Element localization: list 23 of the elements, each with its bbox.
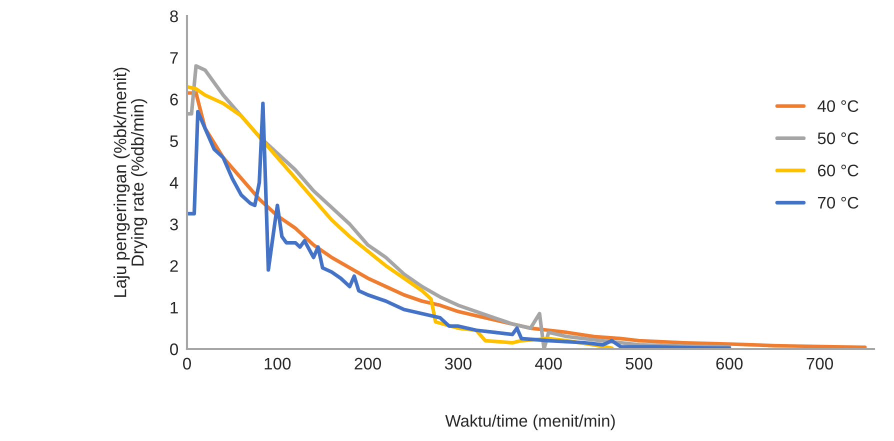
y-tick-label: 7 xyxy=(170,52,178,64)
y-axis-title: Laju pengeringan (%bk/menit) Drying rate (%db/min) xyxy=(114,68,148,297)
x-tick-label: 200 xyxy=(354,358,382,370)
legend-label: 40 °C xyxy=(818,100,858,112)
x-tick-label: 500 xyxy=(626,358,652,370)
y-tick-label: 2 xyxy=(170,260,178,272)
y-tick-label: 3 xyxy=(170,218,178,230)
y-tick-label: 1 xyxy=(170,302,178,314)
y-tick-label: 5 xyxy=(170,135,178,148)
x-axis-title: Waktu/time (menit/min) xyxy=(445,414,615,430)
x-tick-label: 0 xyxy=(183,358,191,370)
x-tick-label: 400 xyxy=(535,358,562,370)
y-tick-label: 6 xyxy=(170,94,178,106)
y-tick-label: 4 xyxy=(170,177,178,189)
y-tick-label: 0 xyxy=(170,343,178,356)
legend-label: 60 °C xyxy=(818,164,858,176)
legend-label: 70 °C xyxy=(818,196,858,209)
legend-label: 50 °C xyxy=(818,132,858,144)
x-tick-label: 300 xyxy=(444,358,472,370)
x-tick-label: 100 xyxy=(264,358,291,370)
y-tick-label: 8 xyxy=(170,10,178,22)
x-tick-label: 700 xyxy=(806,358,834,370)
x-tick-label: 600 xyxy=(716,358,743,370)
